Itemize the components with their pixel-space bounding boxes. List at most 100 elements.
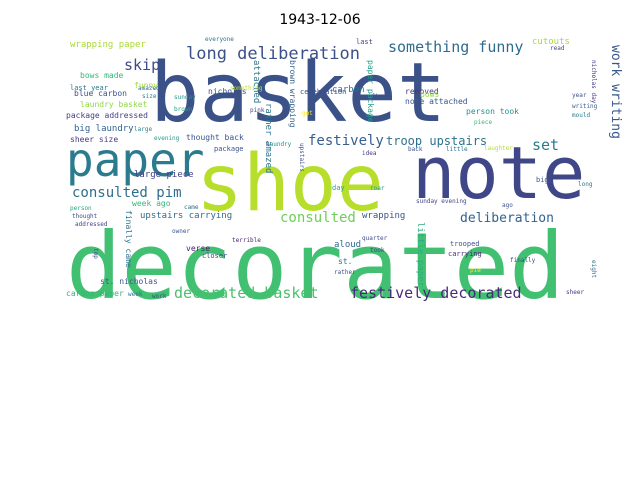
cloud-word: sheer [566,289,584,296]
cloud-word: quarter [362,235,388,242]
cloud-word: nicholas [208,87,247,96]
cloud-word: ago [502,202,513,209]
cloud-word: aloud [334,240,361,250]
cloud-word: terrible [232,237,261,244]
cloud-word: pie [470,267,481,274]
cloud-word: paper [66,133,204,187]
cloud-word: little paper [415,222,425,288]
cloud-word: deliberation [460,211,554,226]
cloud-word: celebration [300,88,346,96]
cloud-word: funny [134,81,158,90]
cloud-word: little [446,146,468,153]
cloud-word: basket [150,46,446,141]
cloud-word: year [572,92,587,99]
cloud-word: carbon [332,85,365,95]
cloud-word: festively decorated [350,284,522,302]
cloud-word: verse [186,244,210,253]
cloud-word: big [536,176,549,184]
cloud-word: person [70,205,92,212]
cloud-word: finally came [124,210,133,268]
cloud-word: got [302,110,313,117]
cloud-word: idea [362,150,377,157]
cloud-word: owner [172,228,190,235]
cloud-word: consulted pim [72,185,182,201]
cloud-word: consulted [280,210,356,226]
cloud-word: upstairs [298,143,305,172]
cloud-word: thought [72,213,98,220]
cloud-word: skip [124,56,160,74]
cloud-word: last year [70,84,108,92]
cloud-word: upstairs carrying [140,211,232,221]
cloud-word: last [356,38,373,46]
cloud-word: long [578,181,593,188]
cloud-word: everyone [205,36,234,43]
cloud-word: long deliberation [186,44,360,64]
cloud-word: rather amazed [263,103,273,173]
cloud-word: gift [364,93,379,100]
cloud-word: sunday evening [416,198,467,205]
cloud-word: finally [510,257,536,264]
cloud-word: thought back [186,133,244,142]
cloud-word: laughter [484,145,513,152]
cloud-word: read [550,45,565,52]
cloud-word: work writing [608,45,623,139]
cloud-word: top [92,248,99,259]
cloud-word: bows made [80,71,124,80]
cloud-word: carrying [448,250,482,258]
cloud-word: st. [338,257,352,266]
cloud-word: note attached [405,97,468,106]
cloud-word: size [142,93,157,100]
cloud-word: something [230,85,263,92]
cloud-word: took [370,247,385,254]
cloud-word: blue carbon [74,89,127,98]
cloud-word: removed [405,87,439,96]
cloud-word: large [134,126,152,133]
cloud-word: work [152,293,167,300]
cloud-word: brown wrapping [288,60,297,128]
cloud-word: pink [250,107,265,114]
cloud-word: decorated basket [174,284,319,302]
cloud-word: nicholas day [590,60,597,104]
cloud-word: sunday [174,94,196,101]
cloud-word: bows [420,90,439,99]
cloud-word: big laundry [74,124,134,134]
cloud-word: wrapping [362,211,405,221]
cloud-word: wrapping paper [70,40,146,50]
cloud-word: week ago [132,199,171,208]
cloud-word: rather [334,269,356,276]
cloud-word: paper package [366,60,375,123]
cloud-word: addressed [75,221,108,228]
cloud-word: st. nicholas [100,277,158,286]
cloud-word: shoe [196,139,384,229]
cloud-word: mould [572,112,590,119]
cloud-word: festively [308,133,384,149]
cloud-word: week [128,291,143,298]
cloud-word: back [408,146,423,153]
cloud-word: piece [474,119,492,126]
cloud-word: carbon paper [66,289,124,298]
cloud-word: eight [590,260,597,278]
cloud-word: writing [572,103,598,110]
cloud-word: note [412,131,585,215]
cloud-word: brown [174,106,192,113]
cloud-word: set [532,136,559,154]
cloud-word: person took [466,107,519,116]
cloud-word: package addressed [66,111,148,120]
cloud-word: package [214,145,244,153]
cloud-word: roar [370,185,385,192]
cloud-word: evening [154,135,180,142]
cloud-word: cutouts [532,37,570,47]
cloud-word: large piece [134,170,194,180]
cloud-word: troop upstairs [386,134,487,148]
cloud-word: something funny [388,38,523,56]
cloud-word: came [184,204,199,211]
cloud-word: decorated [66,213,565,320]
cloud-word: sheer size [70,135,118,144]
cloud-word: trooped [450,240,480,248]
cloud-word: closer [202,252,227,260]
cloud-word: day [332,184,345,192]
cloud-word: amazed [138,85,160,92]
cloud-word: laundry [266,141,292,148]
cloud-word: attached [251,60,261,103]
